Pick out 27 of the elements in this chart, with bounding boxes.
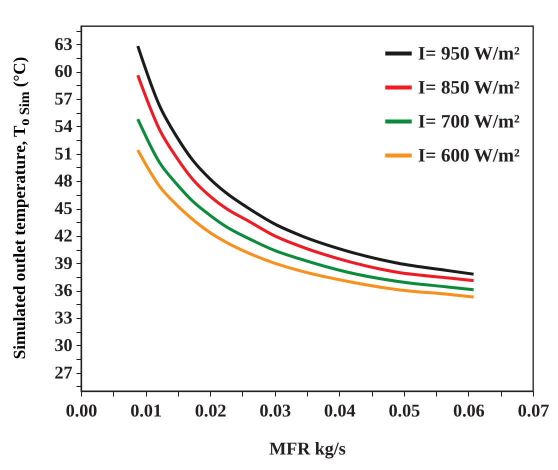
legend-label: I= 950 W/m² [418, 44, 520, 64]
y-tick-label: 63 [54, 34, 72, 54]
x-tick-label: 0.06 [453, 400, 485, 420]
legend-label: I= 700 W/m² [418, 112, 520, 132]
x-tick-label: 0.00 [66, 400, 98, 420]
legend-label: I= 850 W/m² [418, 78, 520, 98]
y-tick-label: 51 [54, 143, 72, 164]
legend-label: I= 600 W/m² [418, 146, 520, 166]
line-series [136, 148, 476, 299]
y-tick-label: 54 [54, 116, 72, 136]
x-tick-label: 0.01 [130, 400, 162, 420]
y-tick-label: 27 [54, 362, 72, 382]
x-tick-label: 0.05 [388, 400, 420, 420]
y-tick-label: 30 [54, 334, 72, 355]
y-tick-label: 39 [54, 252, 72, 273]
x-tick-label: 0.02 [194, 400, 226, 420]
x-axis-title: MFR kg/s [269, 438, 346, 458]
y-tick-label: 57 [54, 88, 72, 108]
y-tick-label: 45 [54, 198, 72, 218]
y-tick-label: 36 [54, 280, 72, 300]
y-tick-label: 42 [54, 225, 72, 246]
y-tick-label: 33 [54, 308, 72, 328]
x-tick-label: 0.04 [324, 400, 356, 420]
x-tick-label: 0.03 [259, 400, 291, 420]
y-tick-label: 48 [54, 170, 72, 191]
y-tick-label: 60 [54, 61, 72, 82]
x-tick-label: 0.07 [518, 400, 550, 420]
